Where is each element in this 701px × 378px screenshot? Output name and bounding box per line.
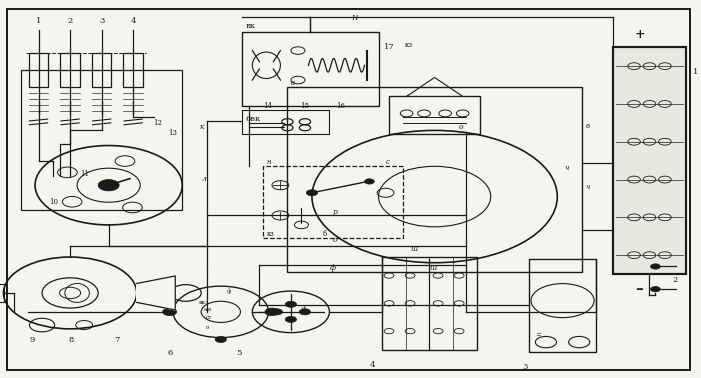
Text: вк: вк xyxy=(245,22,255,30)
Text: р: р xyxy=(333,208,338,215)
Circle shape xyxy=(365,179,374,184)
Bar xyxy=(389,96,480,134)
Bar xyxy=(613,47,686,274)
Text: 13: 13 xyxy=(168,129,177,137)
Text: н: н xyxy=(350,13,358,22)
Text: ст: ст xyxy=(205,314,212,320)
Text: 8: 8 xyxy=(69,336,74,344)
Text: б: б xyxy=(322,230,327,238)
Text: 1: 1 xyxy=(36,17,41,25)
Polygon shape xyxy=(407,77,463,96)
Text: ф: ф xyxy=(329,264,336,272)
Text: о: о xyxy=(205,325,209,330)
Bar xyxy=(242,32,379,106)
Text: 6: 6 xyxy=(168,349,172,357)
Circle shape xyxy=(299,309,311,315)
Text: 7: 7 xyxy=(114,336,120,344)
Bar xyxy=(29,53,48,87)
Bar xyxy=(529,259,596,352)
Circle shape xyxy=(98,180,119,191)
Bar xyxy=(242,110,329,134)
Text: 11: 11 xyxy=(81,170,90,178)
Text: 15: 15 xyxy=(300,102,309,110)
Bar xyxy=(21,70,182,210)
Text: 10: 10 xyxy=(49,198,58,206)
Text: 1: 1 xyxy=(693,68,699,76)
Text: ш: ш xyxy=(410,245,417,253)
Text: в: в xyxy=(585,122,590,130)
Text: ш: ш xyxy=(429,264,436,272)
Text: =: = xyxy=(535,332,540,340)
Text: 16: 16 xyxy=(336,102,345,110)
Text: л: л xyxy=(202,175,207,183)
Bar xyxy=(613,47,686,274)
Text: 3: 3 xyxy=(522,363,528,370)
Text: 17: 17 xyxy=(384,43,395,51)
Text: кз: кз xyxy=(266,230,274,238)
Text: 4: 4 xyxy=(369,361,375,369)
Text: +: + xyxy=(635,28,646,41)
Text: 9: 9 xyxy=(29,336,35,344)
Circle shape xyxy=(265,308,279,316)
Bar xyxy=(263,166,403,238)
Bar xyxy=(60,53,80,87)
Circle shape xyxy=(651,287,660,292)
Text: в: в xyxy=(291,79,295,87)
Bar xyxy=(123,53,143,87)
Text: ф: ф xyxy=(226,288,231,294)
Polygon shape xyxy=(137,276,175,310)
Circle shape xyxy=(271,309,283,315)
Text: ч: ч xyxy=(585,183,590,191)
Circle shape xyxy=(306,190,318,196)
Text: ч: ч xyxy=(564,164,569,172)
Bar xyxy=(0,284,4,302)
Circle shape xyxy=(285,316,297,322)
Text: 2: 2 xyxy=(67,17,73,25)
Text: 14: 14 xyxy=(263,102,272,110)
Text: кз: кз xyxy=(405,41,414,49)
Text: ам: ам xyxy=(203,307,212,312)
Text: 12: 12 xyxy=(153,119,162,127)
Bar xyxy=(287,87,582,272)
Text: о: о xyxy=(459,122,464,130)
Text: с: с xyxy=(386,158,390,166)
Text: ф: ф xyxy=(301,305,306,311)
Circle shape xyxy=(215,336,226,342)
Circle shape xyxy=(163,308,177,316)
Text: 6вк: 6вк xyxy=(245,115,261,123)
Text: 4: 4 xyxy=(130,17,136,25)
Text: вкз: вкз xyxy=(198,299,209,305)
Circle shape xyxy=(651,264,660,269)
Text: –: – xyxy=(635,282,643,296)
Text: н: н xyxy=(266,158,271,166)
Circle shape xyxy=(285,301,297,307)
Bar xyxy=(382,257,477,350)
Text: о: о xyxy=(333,236,338,244)
Bar xyxy=(92,53,111,87)
Text: 3: 3 xyxy=(99,17,104,25)
Text: 5: 5 xyxy=(236,349,242,357)
Text: к: к xyxy=(200,122,204,130)
Text: 2: 2 xyxy=(673,276,678,284)
